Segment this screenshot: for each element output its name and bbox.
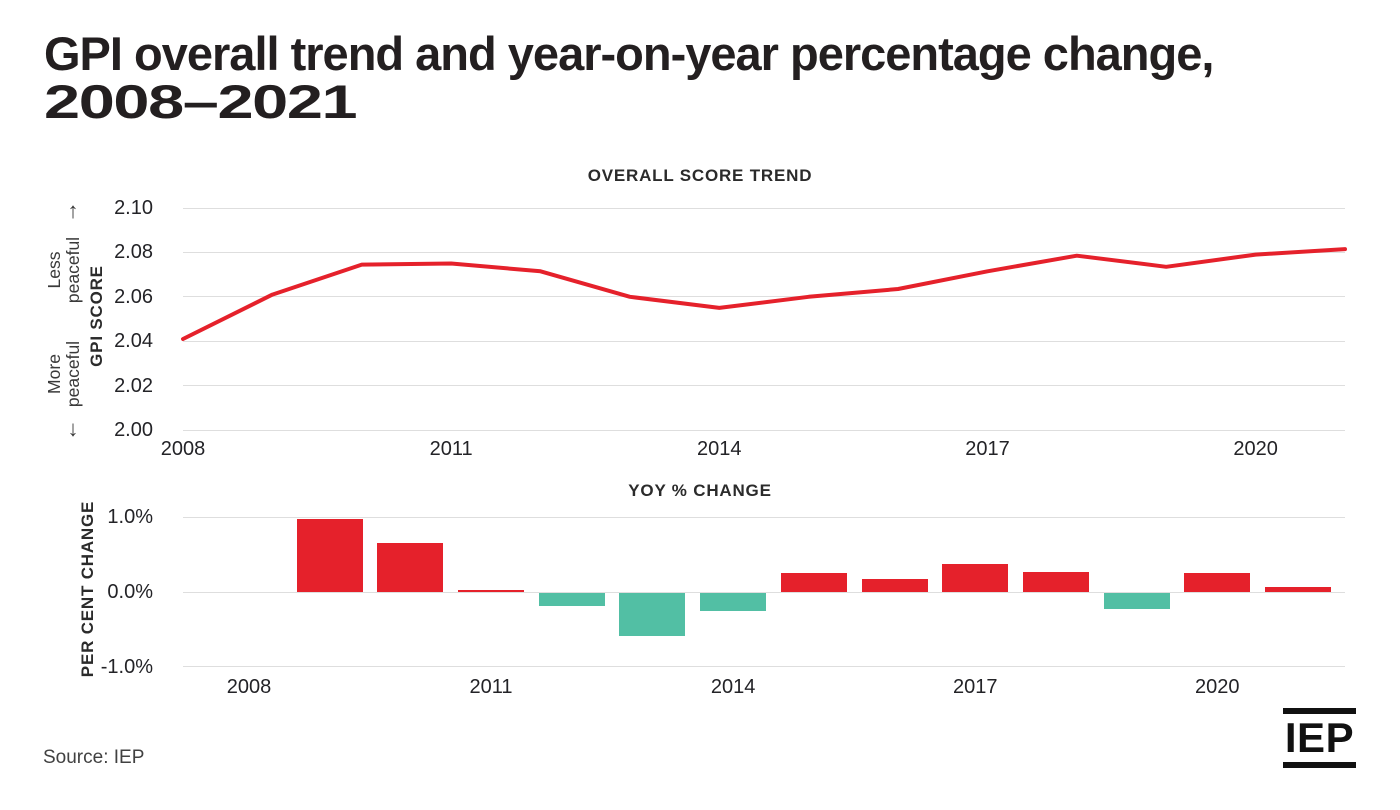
iep-logo-bottom-bar	[1283, 762, 1356, 768]
gridline	[183, 666, 1345, 668]
yoy-bar-2011	[458, 589, 525, 592]
yoy-bar-2018	[1022, 571, 1089, 592]
x-tick-label: 2011	[429, 438, 473, 460]
gridline	[183, 340, 1345, 342]
page-title: GPI overall trend and year-on-year perce…	[44, 27, 1214, 128]
trend-chart-title: OVERALL SCORE TREND	[587, 166, 813, 185]
x-tick-label: 2014	[697, 438, 742, 460]
y-tick-label: 0.0%	[107, 581, 153, 603]
y-tick-label: -1.0%	[100, 655, 153, 678]
iep-logo-top-bar	[1283, 708, 1356, 714]
gpi-score-axis-label: GPI SCORE	[87, 265, 106, 367]
trend-line	[181, 247, 1347, 341]
up-arrow-icon: ↑	[67, 198, 79, 223]
gridline	[183, 296, 1345, 298]
gridline	[183, 591, 1345, 593]
gridline	[183, 251, 1345, 253]
x-tick-label: 2008	[160, 438, 206, 460]
y-tick-label: 2.04	[114, 330, 153, 353]
gridline	[183, 429, 1345, 431]
x-tick-label: 2017	[965, 438, 1010, 460]
x-tick-label: 2020	[1195, 676, 1240, 698]
x-tick-label: 2011	[469, 676, 513, 698]
source-note: Source: IEP	[43, 747, 145, 768]
yoy-bar-2021	[1264, 586, 1331, 592]
page-title-line2: 2008–2021	[44, 75, 358, 128]
gridline	[183, 207, 1345, 209]
gridline	[183, 385, 1345, 387]
y-tick-label: 2.00	[114, 419, 153, 441]
yoy-bar-2017	[942, 563, 1009, 592]
less-peaceful-label: Less peaceful	[44, 236, 83, 304]
yoy-chart-title: YOY % CHANGE	[628, 481, 772, 500]
yoy-bar-2012	[538, 593, 605, 606]
yoy-bar-2019	[1103, 593, 1170, 610]
yoy-bar-2013	[619, 593, 686, 636]
more-peaceful-label: More peaceful	[44, 340, 83, 408]
y-tick-label: 1.0%	[107, 506, 153, 529]
x-tick-label: 2014	[710, 676, 756, 698]
x-tick-label: 2017	[952, 676, 998, 698]
yoy-bar-2016	[861, 578, 928, 592]
x-tick-label: 2008	[226, 676, 272, 698]
y-tick-label: 2.06	[114, 285, 153, 308]
x-tick-label: 2020	[1233, 438, 1278, 460]
down-arrow-icon: ↓	[67, 416, 79, 441]
yoy-bar-2014	[700, 593, 767, 611]
yoy-bar-2020	[1184, 572, 1251, 592]
gridline	[183, 516, 1345, 518]
yoy-bar-2010	[377, 542, 444, 592]
y-tick-label: 2.02	[114, 374, 153, 397]
yoy-bar-2009	[296, 518, 363, 592]
y-tick-label: 2.08	[114, 241, 153, 264]
y-tick-label: 2.10	[114, 197, 153, 219]
iep-logo: IEP	[1283, 708, 1356, 768]
page-title-line1: GPI overall trend and year-on-year perce…	[44, 27, 1214, 80]
iep-logo-text: IEP	[1284, 714, 1355, 761]
yoy-bar-2015	[780, 573, 847, 592]
